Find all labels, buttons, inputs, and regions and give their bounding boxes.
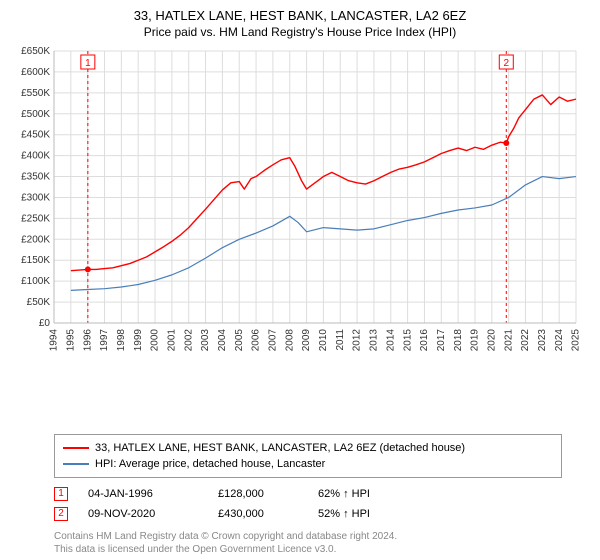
transaction-marker: 2	[54, 507, 68, 521]
svg-text:1: 1	[85, 58, 91, 69]
legend-label: 33, HATLEX LANE, HEST BANK, LANCASTER, L…	[95, 440, 465, 456]
svg-text:2020: 2020	[486, 329, 497, 352]
legend-swatch	[63, 463, 89, 465]
svg-text:2013: 2013	[369, 329, 380, 352]
transaction-delta: 62% ↑ HPI	[318, 484, 418, 504]
svg-text:£50K: £50K	[27, 297, 51, 308]
svg-text:2006: 2006	[251, 329, 262, 352]
svg-text:2012: 2012	[352, 329, 363, 352]
svg-text:2003: 2003	[200, 329, 211, 352]
legend-label: HPI: Average price, detached house, Lanc…	[95, 456, 325, 472]
transaction-date: 09-NOV-2020	[88, 504, 198, 524]
svg-text:£450K: £450K	[21, 130, 50, 141]
legend-item: 33, HATLEX LANE, HEST BANK, LANCASTER, L…	[63, 440, 553, 456]
transaction-row: 2 09-NOV-2020 £430,000 52% ↑ HPI	[54, 504, 562, 524]
transaction-delta: 52% ↑ HPI	[318, 504, 418, 524]
svg-text:2011: 2011	[335, 329, 346, 351]
transaction-list: 1 04-JAN-1996 £128,000 62% ↑ HPI 2 09-NOV-202…	[54, 484, 562, 524]
svg-text:2022: 2022	[520, 329, 531, 352]
svg-text:1994: 1994	[49, 329, 60, 352]
svg-text:2007: 2007	[268, 329, 279, 352]
svg-text:1995: 1995	[65, 329, 76, 352]
svg-text:2021: 2021	[503, 329, 514, 352]
svg-text:£350K: £350K	[21, 172, 50, 183]
transaction-date: 04-JAN-1996	[88, 484, 198, 504]
svg-text:2025: 2025	[571, 329, 582, 352]
svg-text:2002: 2002	[183, 329, 194, 352]
svg-text:£150K: £150K	[21, 255, 50, 266]
svg-text:£250K: £250K	[21, 213, 50, 224]
transaction-marker: 1	[54, 487, 68, 501]
svg-text:£200K: £200K	[21, 234, 50, 245]
svg-text:1998: 1998	[116, 329, 127, 352]
svg-text:2024: 2024	[554, 329, 565, 352]
svg-text:2023: 2023	[537, 329, 548, 352]
legend-item: HPI: Average price, detached house, Lanc…	[63, 456, 553, 472]
svg-text:2016: 2016	[419, 329, 430, 352]
legend: 33, HATLEX LANE, HEST BANK, LANCASTER, L…	[54, 434, 562, 478]
svg-text:2004: 2004	[217, 329, 228, 352]
footer-line-1: Contains HM Land Registry data © Crown c…	[54, 530, 562, 543]
svg-text:£0: £0	[39, 318, 51, 329]
svg-text:2015: 2015	[402, 329, 413, 352]
svg-text:£600K: £600K	[21, 67, 50, 78]
svg-text:2001: 2001	[167, 329, 178, 352]
svg-text:£550K: £550K	[21, 88, 50, 99]
svg-text:1997: 1997	[99, 329, 110, 352]
svg-text:£650K: £650K	[21, 46, 50, 57]
price-chart: £0 £50K £100K £150K £200K £250K £300K £350K £400…	[10, 45, 590, 430]
svg-text:2014: 2014	[385, 329, 396, 352]
footer-attribution: Contains HM Land Registry data © Crown c…	[54, 530, 562, 556]
legend-swatch	[63, 447, 89, 449]
svg-text:1996: 1996	[82, 329, 93, 352]
svg-text:2008: 2008	[284, 329, 295, 352]
svg-text:2019: 2019	[470, 329, 481, 352]
svg-text:2009: 2009	[301, 329, 312, 352]
transaction-price: £430,000	[218, 504, 298, 524]
svg-text:£500K: £500K	[21, 109, 50, 120]
svg-text:2017: 2017	[436, 329, 447, 352]
svg-text:2005: 2005	[234, 329, 245, 352]
svg-text:£400K: £400K	[21, 151, 50, 162]
chart-subtitle: Price paid vs. HM Land Registry's House …	[10, 25, 590, 39]
svg-text:2: 2	[504, 58, 510, 69]
chart-title: 33, HATLEX LANE, HEST BANK, LANCASTER, L…	[10, 8, 590, 23]
svg-text:2010: 2010	[318, 329, 329, 352]
footer-line-2: This data is licensed under the Open Gov…	[54, 543, 562, 556]
transaction-price: £128,000	[218, 484, 298, 504]
svg-text:£300K: £300K	[21, 192, 50, 203]
svg-text:£100K: £100K	[21, 276, 50, 287]
svg-text:1999: 1999	[133, 329, 144, 352]
svg-text:2018: 2018	[453, 329, 464, 352]
svg-text:2000: 2000	[150, 329, 161, 352]
transaction-row: 1 04-JAN-1996 £128,000 62% ↑ HPI	[54, 484, 562, 504]
